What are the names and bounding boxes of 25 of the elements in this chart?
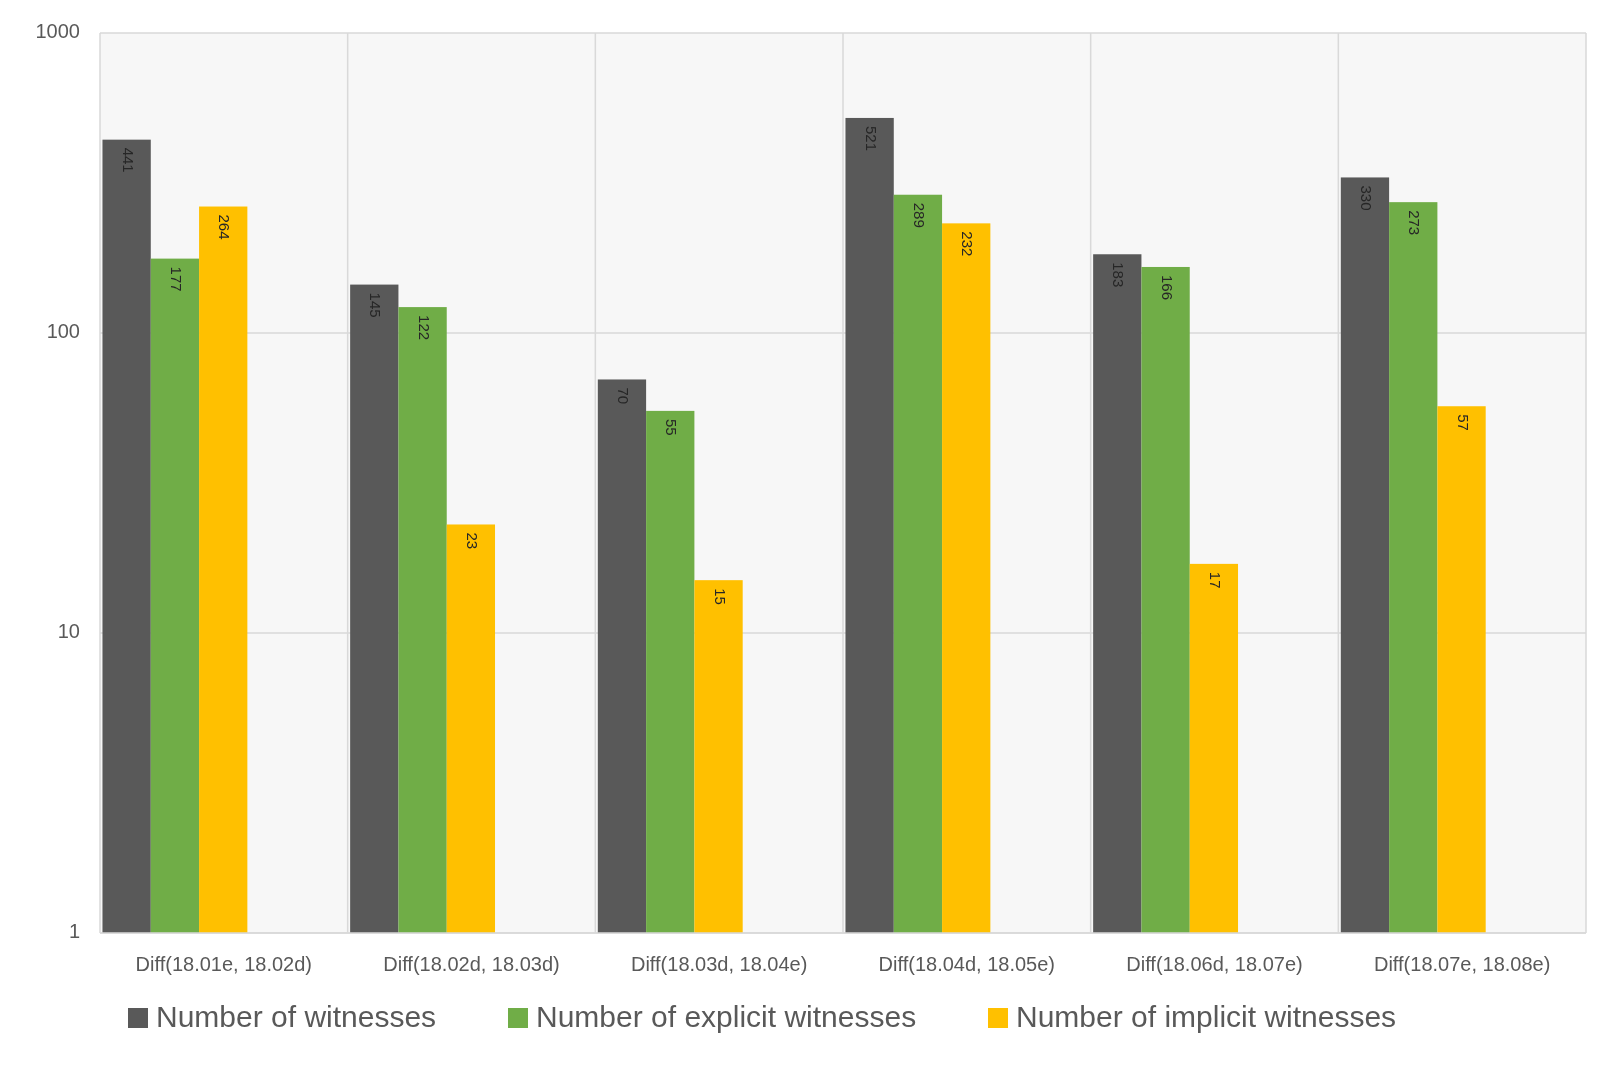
- x-tick-label: Diff(18.04d, 18.05e): [878, 953, 1056, 975]
- data-label: 23: [463, 532, 481, 550]
- legend-label: Number of implicit witnesses: [1016, 999, 1397, 1033]
- data-label: 289: [910, 202, 928, 228]
- data-label: 55: [663, 418, 681, 436]
- y-tick-label: 10: [57, 620, 80, 643]
- legend-label: Number of witnesses: [156, 999, 437, 1033]
- data-label: 166: [1158, 274, 1176, 300]
- x-tick-label: Diff(18.01e, 18.02d): [135, 953, 313, 975]
- legend-label: Number of explicit witnesses: [536, 999, 917, 1033]
- y-tick-label: 1: [68, 920, 80, 943]
- data-label: 57: [1454, 414, 1472, 431]
- x-tick-label: Diff(18.03d, 18.04e): [630, 953, 808, 975]
- data-label: 232: [959, 231, 977, 257]
- data-label: 122: [415, 315, 433, 341]
- x-tick-label: Diff(18.06d, 18.07e): [1126, 953, 1303, 975]
- y-tick-label: 1000: [35, 20, 80, 43]
- data-label: 17: [1206, 571, 1224, 589]
- data-label: 15: [711, 588, 729, 605]
- y-tick-label: 100: [46, 320, 80, 343]
- x-tick-label: Diff(18.02d, 18.03d): [383, 953, 560, 975]
- data-label: 264: [216, 214, 234, 240]
- x-tick-label: Diff(18.07e, 18.08e): [1373, 953, 1551, 975]
- data-label: 273: [1406, 210, 1424, 236]
- data-label: 177: [167, 266, 185, 292]
